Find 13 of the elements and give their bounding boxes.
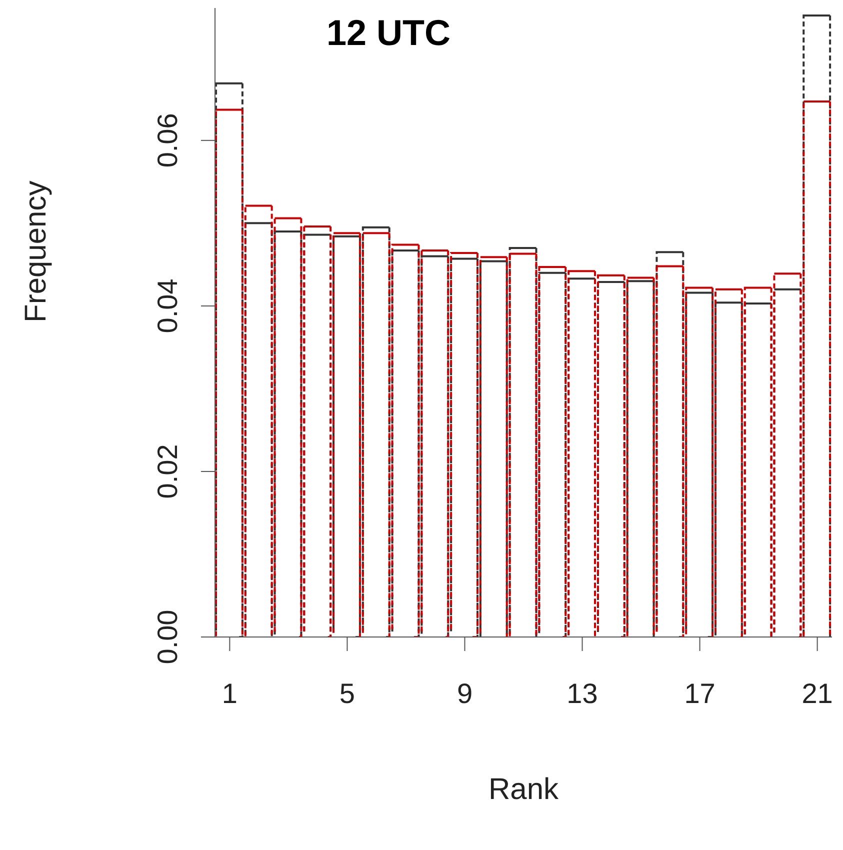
- chart-title: 12 UTC: [325, 12, 452, 54]
- x-tick-label: 21: [802, 678, 833, 709]
- y-tick-label: 0.02: [152, 444, 183, 499]
- y-tick-label: 0.00: [152, 610, 183, 664]
- x-tick-label: 1: [222, 678, 238, 709]
- y-tick-label: 0.04: [152, 278, 183, 334]
- y-axis-title: Frequency: [20, 180, 53, 322]
- y-tick-label: 0.06: [152, 113, 183, 168]
- x-tick-label: 13: [566, 678, 598, 709]
- x-tick-label: 17: [684, 678, 716, 709]
- x-axis-title: Rank: [488, 773, 560, 806]
- x-tick-label: 9: [456, 678, 473, 709]
- x-tick-label: 5: [339, 678, 356, 709]
